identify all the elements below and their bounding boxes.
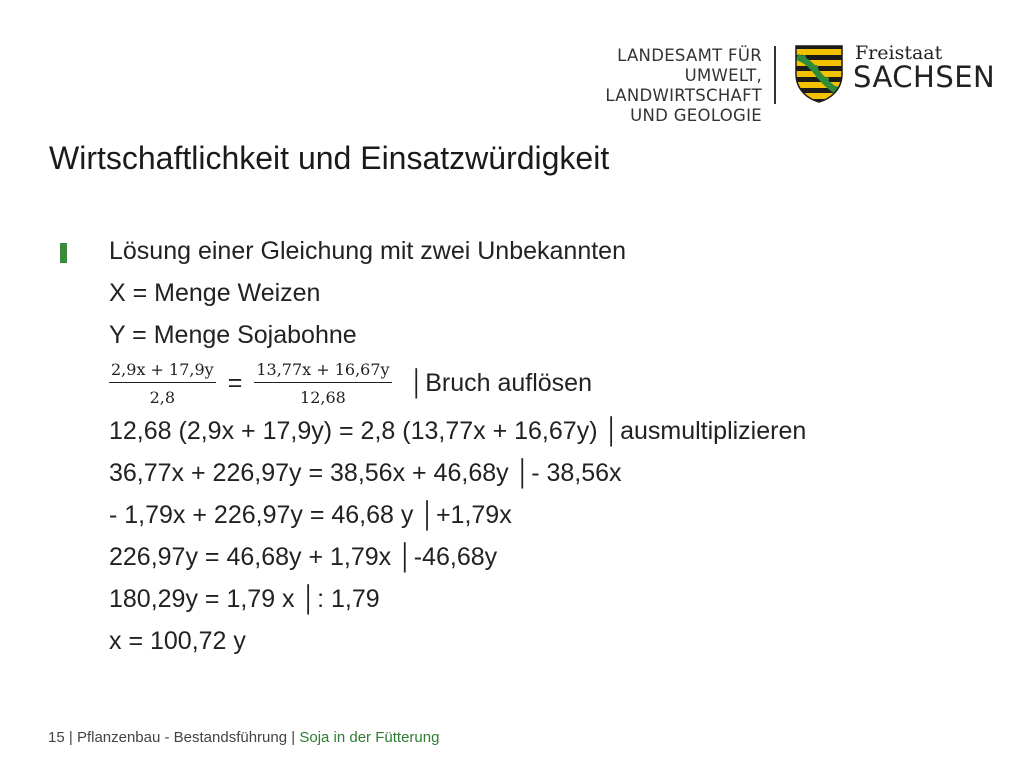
- intro-line: Lösung einer Gleichung mit zwei Unbekann…: [109, 237, 626, 265]
- agency-name: LANDESAMT FÜR UMWELT, LANDWIRTSCHAFT UND…: [566, 46, 762, 126]
- logo-divider: [774, 46, 776, 104]
- equation-step-3: - 1,79x + 226,97y = 46,68 y │+1,79x: [109, 501, 512, 529]
- slide-content: Lösung einer Gleichung mit zwei Unbekann…: [109, 230, 989, 662]
- equation-step-5: 180,29y = 1,79 x │: 1,79: [109, 585, 380, 613]
- left-denominator: 2,8: [149, 387, 176, 407]
- state-label-line1: Freistaat: [855, 42, 943, 64]
- equation-step-1: 12,68 (2,9x + 17,9y) = 2,8 (13,77x + 16,…: [109, 417, 807, 445]
- footer-separator-1: |: [68, 729, 73, 746]
- state-label-line2: SACHSEN: [853, 60, 996, 94]
- right-denominator: 12,68: [300, 387, 346, 407]
- agency-line-2: LANDWIRTSCHAFT: [605, 86, 762, 105]
- bullet-marker-icon: [60, 243, 67, 263]
- right-numerator: 13,77x + 16,67y: [254, 360, 392, 383]
- agency-line-3: UND GEOLOGIE: [630, 106, 762, 125]
- right-fraction: 13,77x + 16,67y 12,68: [254, 360, 392, 407]
- page-number: 15: [48, 729, 65, 746]
- page-title: Wirtschaftlichkeit und Einsatzwürdigkeit: [49, 140, 610, 176]
- footer-topic: Soja in der Fütterung: [299, 729, 440, 746]
- equation-step-4: 226,97y = 46,68y + 1,79x │-46,68y: [109, 543, 498, 571]
- equals-sign: =: [227, 368, 243, 397]
- footer-separator-2: |: [291, 729, 296, 746]
- equation-step-6: x = 100,72 y: [109, 627, 246, 655]
- saxony-crest-icon: [795, 45, 843, 103]
- definition-y: Y = Menge Sojabohne: [109, 321, 357, 349]
- footer: 15 | Pflanzenbau - Bestandsführung | Soj…: [48, 729, 439, 746]
- header-logo: LANDESAMT FÜR UMWELT, LANDWIRTSCHAFT UND…: [566, 42, 994, 125]
- fraction-note: │Bruch auflösen: [409, 368, 592, 397]
- definition-x: X = Menge Weizen: [109, 279, 321, 307]
- left-fraction: 2,9x + 17,9y 2,8: [109, 360, 216, 407]
- equation-step-2: 36,77x + 226,97y = 38,56x + 46,68y │- 38…: [109, 459, 622, 487]
- footer-section: Pflanzenbau - Bestandsführung: [76, 729, 288, 746]
- agency-line-1: LANDESAMT FÜR UMWELT,: [617, 46, 762, 85]
- left-numerator: 2,9x + 17,9y: [109, 360, 216, 383]
- fraction-equation: 2,9x + 17,9y 2,8 = 13,77x + 16,67y 12,68…: [109, 356, 989, 410]
